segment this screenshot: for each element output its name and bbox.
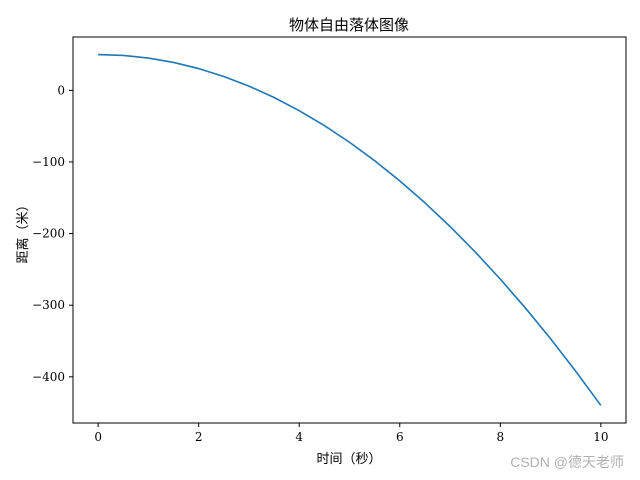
- series-line-0: [98, 53, 602, 406]
- y-axis-label: 距离（米）: [15, 198, 31, 263]
- x-tick-label: 2: [195, 430, 203, 444]
- watermark: CSDN @德天老师: [510, 454, 624, 470]
- y-tick-label: −200: [32, 227, 65, 241]
- x-axis-ticks: 0 2 4 6 8 10: [94, 423, 609, 444]
- x-tick-label: 0: [94, 430, 102, 444]
- plot-area: [72, 36, 627, 424]
- y-tick-label: −300: [32, 298, 65, 312]
- y-axis-ticks: 0 −100 −200 −300 −400: [32, 83, 73, 384]
- y-tick-label: −400: [32, 370, 65, 384]
- y-tick-label: 0: [57, 83, 65, 97]
- chart-title: 物体自由落体图像: [289, 16, 409, 34]
- x-tick-label: 6: [396, 430, 404, 444]
- y-tick-label: −100: [32, 155, 65, 169]
- x-axis-label: 时间（秒）: [316, 452, 381, 467]
- x-tick-label: 4: [295, 430, 303, 444]
- plot-frame: [72, 36, 627, 424]
- x-tick-label: 8: [496, 430, 504, 444]
- x-tick-label: 10: [593, 430, 608, 444]
